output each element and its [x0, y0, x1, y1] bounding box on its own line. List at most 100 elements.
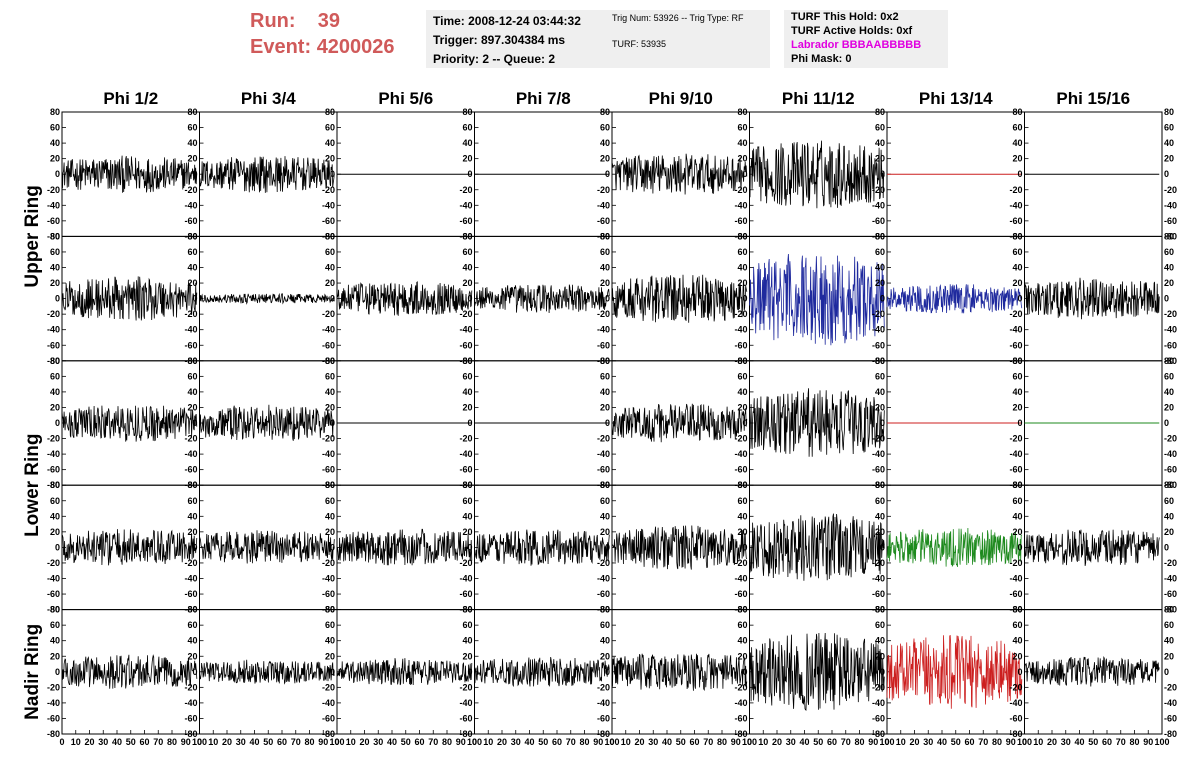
waveform-trace — [1024, 529, 1160, 566]
y-tick-label: -60 — [47, 589, 60, 599]
y-tick-label: -20 — [459, 558, 472, 568]
x-tick-label: 100 — [467, 737, 482, 747]
y-tick-label: -60 — [459, 465, 472, 475]
y-tick-label: 0 — [742, 294, 747, 304]
turf-hold-panel: TURF This Hold: 0x2 TURF Active Holds: 0… — [784, 10, 948, 68]
y-tick-label: -20 — [1009, 309, 1022, 319]
y-tick-label: 60 — [462, 123, 472, 133]
y-tick-label: 40 — [875, 138, 885, 148]
x-tick-label: 30 — [923, 737, 933, 747]
y-tick-label: 20 — [325, 402, 335, 412]
x-tick-label: 30 — [511, 737, 521, 747]
waveform-trace — [61, 529, 198, 566]
y-tick-label: 0 — [605, 294, 610, 304]
y-tick-label: -20 — [47, 185, 60, 195]
y-tick-label: -40 — [734, 574, 747, 584]
trigger-text: Trigger: 897.304384 ms — [433, 33, 566, 47]
labrador-text: Labrador BBBAABBBBB — [791, 39, 922, 51]
y-tick-label: -60 — [1009, 589, 1022, 599]
y-tick-label: 80 — [187, 107, 197, 117]
y-tick-label: -40 — [322, 574, 335, 584]
y-tick-label: -20 — [597, 309, 610, 319]
y-tick-label: 60 — [875, 247, 885, 257]
x-tick-label: 20 — [909, 737, 919, 747]
y-tick-label: 80 — [875, 605, 885, 615]
y-tick-label: -40 — [47, 574, 60, 584]
y-tick-label: 0 — [742, 667, 747, 677]
y-tick-label: -60 — [459, 216, 472, 226]
x-tick-label: 100 — [1154, 737, 1169, 747]
y-tick-label: 40 — [600, 263, 610, 273]
y-tick-label: 20 — [187, 527, 197, 537]
y-tick-label: 0 — [742, 542, 747, 552]
row-group-title: Nadir Ring — [22, 624, 43, 720]
waveform-trace — [1024, 277, 1160, 320]
y-tick-label: -80 — [47, 231, 60, 241]
y-tick-label-right: -80 — [1164, 231, 1177, 241]
y-tick-label: -80 — [47, 480, 60, 490]
y-tick-label: -60 — [872, 589, 885, 599]
y-tick-label: -80 — [1009, 729, 1022, 739]
y-tick-label: 0 — [467, 667, 472, 677]
y-tick-label: 0 — [1017, 542, 1022, 552]
y-tick-label: 60 — [737, 496, 747, 506]
y-tick-label: 40 — [50, 138, 60, 148]
x-tick-label: 60 — [552, 737, 562, 747]
y-tick-label: -60 — [734, 465, 747, 475]
y-tick-label: 80 — [187, 231, 197, 241]
y-tick-label: 60 — [325, 371, 335, 381]
x-tick-label: 70 — [291, 737, 301, 747]
y-tick-label: 60 — [1012, 123, 1022, 133]
y-tick-label: -60 — [734, 589, 747, 599]
y-tick-label-right: 0 — [1164, 418, 1169, 428]
y-tick-label: 80 — [187, 605, 197, 615]
y-tick-label: 80 — [875, 107, 885, 117]
y-tick-label: -40 — [459, 325, 472, 335]
y-tick-label: -60 — [734, 340, 747, 350]
waveform-trace — [611, 525, 748, 570]
y-tick-label-right: 20 — [1164, 154, 1174, 164]
y-tick-label: 80 — [600, 231, 610, 241]
y-tick-label: 20 — [1012, 651, 1022, 661]
y-tick-label: -20 — [734, 434, 747, 444]
y-tick-label: 0 — [55, 667, 60, 677]
y-tick-label: -20 — [872, 309, 885, 319]
y-tick-label: 60 — [737, 620, 747, 630]
y-tick-label: 40 — [600, 138, 610, 148]
x-tick-label: 10 — [621, 737, 631, 747]
x-tick-label: 70 — [428, 737, 438, 747]
y-tick-label: 0 — [192, 542, 197, 552]
waveform-trace — [336, 528, 473, 566]
x-tick-label: 80 — [1129, 737, 1139, 747]
y-tick-label: -40 — [322, 325, 335, 335]
y-tick-label: 20 — [50, 154, 60, 164]
y-tick-label: 80 — [737, 605, 747, 615]
y-tick-label: -40 — [872, 698, 885, 708]
y-tick-label: 40 — [600, 636, 610, 646]
y-tick-label: 0 — [1017, 667, 1022, 677]
y-tick-label: 60 — [50, 496, 60, 506]
y-tick-label: 0 — [192, 169, 197, 179]
y-tick-label: 0 — [880, 667, 885, 677]
event-line: Event: 4200026 — [250, 34, 420, 60]
column-title: Phi 7/8 — [516, 89, 571, 108]
waveform-trace — [61, 654, 198, 689]
y-tick-label: 20 — [600, 651, 610, 661]
x-tick-label: 40 — [524, 737, 534, 747]
waveform-trace — [474, 284, 610, 314]
y-tick-label: 40 — [875, 511, 885, 521]
waveform-trace — [749, 513, 885, 581]
y-tick-label: 40 — [187, 636, 197, 646]
x-tick-label: 70 — [841, 737, 851, 747]
y-tick-label: -20 — [459, 309, 472, 319]
y-tick-label: 20 — [325, 278, 335, 288]
x-tick-label: 20 — [497, 737, 507, 747]
waveform-trace — [61, 155, 198, 193]
waveform-trace — [611, 153, 748, 195]
y-tick-label: -40 — [734, 325, 747, 335]
y-tick-label: 20 — [462, 154, 472, 164]
y-tick-label: 60 — [875, 620, 885, 630]
x-tick-label: 60 — [689, 737, 699, 747]
y-tick-label-right: -20 — [1164, 558, 1177, 568]
y-tick-label: 20 — [50, 278, 60, 288]
